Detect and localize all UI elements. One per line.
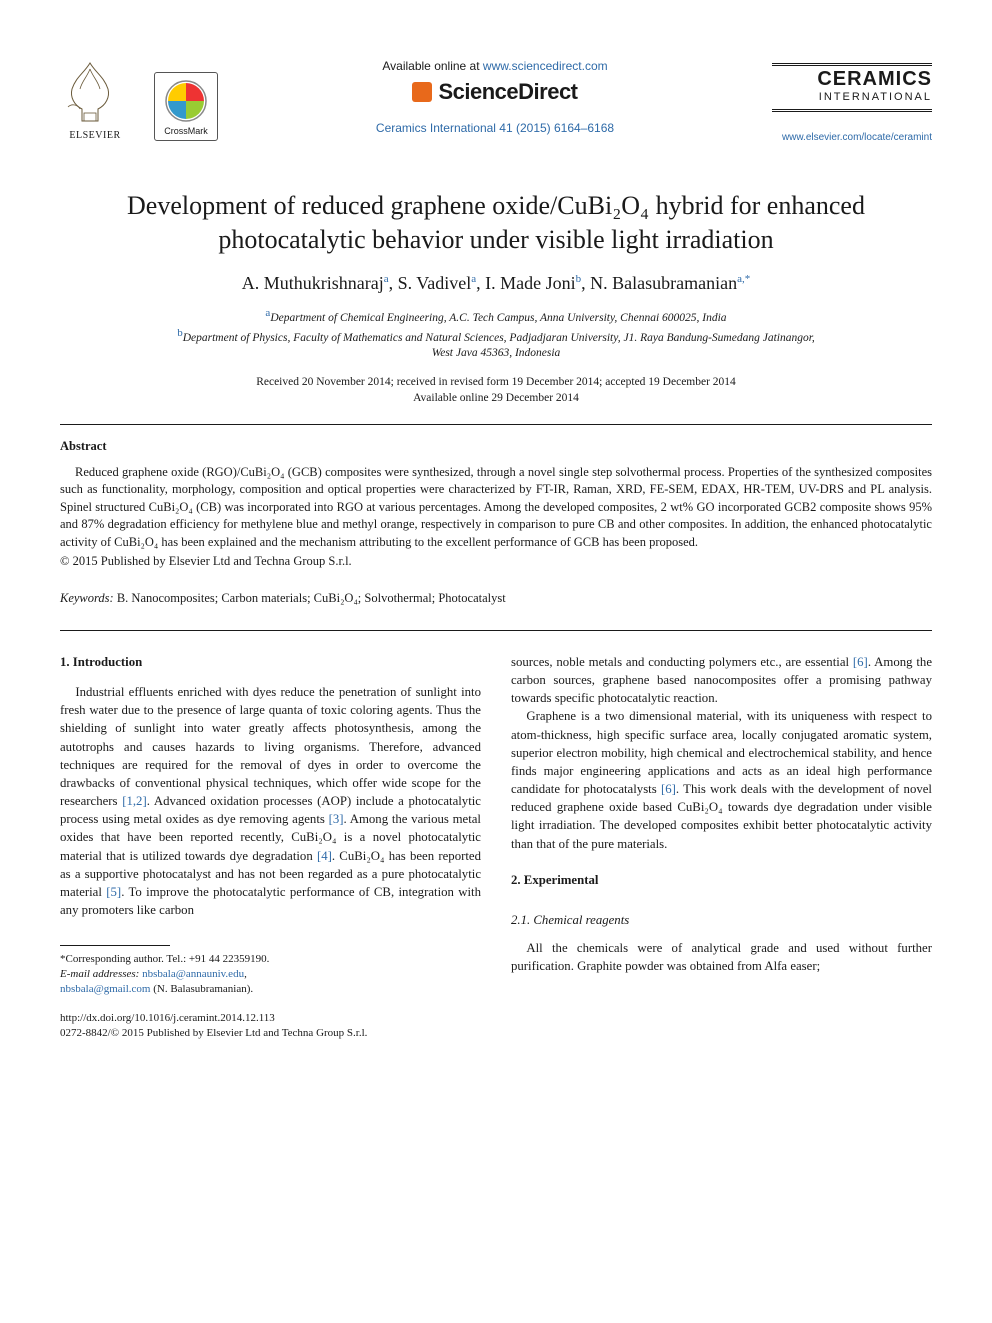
intro-para-1: Industrial effluents enriched with dyes … [60,683,481,919]
authors: A. Muthukrishnaraja, S. Vadivela, I. Mad… [60,273,932,294]
author-2: S. Vadivel [398,273,472,293]
available-online-text: Available online at www.sciencedirect.co… [236,59,754,73]
header-center: Available online at www.sciencedirect.co… [236,55,754,135]
abstract-body: Reduced graphene oxide (RGO)/CuBi₂O₄ (GC… [60,464,932,552]
issn-line: 0272-8842/© 2015 Published by Elsevier L… [60,1026,481,1041]
crossmark-badge[interactable]: CrossMark [154,72,218,141]
affil-a: Department of Chemical Engineering, A.C.… [270,311,726,323]
author-3-affil[interactable]: b [576,273,582,285]
article-dates: Received 20 November 2014; received in r… [60,374,932,406]
journal-url[interactable]: www.elsevier.com/locate/ceramint [772,132,932,143]
email-1[interactable]: nbsbala@annauniv.edu [139,968,244,980]
section-intro-head: 1. Introduction [60,653,481,671]
corresponding-author: *Corresponding author. Tel.: +91 44 2235… [60,952,481,967]
affiliations: aDepartment of Chemical Engineering, A.C… [60,306,932,362]
author-4-corr[interactable]: * [745,273,751,285]
ref-6[interactable]: [6] [853,655,868,669]
sciencedirect-logo: ScienceDirect [236,79,754,105]
ref-5[interactable]: [5] [106,885,121,899]
author-4: N. Balasubramanian [590,273,737,293]
body-columns: 1. Introduction Industrial effluents enr… [60,653,932,1040]
email-after: (N. Balasubramanian). [150,983,253,995]
sd-orange-icon [412,82,432,102]
elsevier-label: ELSEVIER [60,130,130,141]
keywords-label: Keywords: [60,591,114,605]
crossmark-label: CrossMark [155,126,217,136]
footnote-separator [60,945,170,946]
email-2[interactable]: nbsbala@gmail.com [60,983,150,995]
dates-line2: Available online 29 December 2014 [413,392,579,404]
ref-3[interactable]: [3] [329,812,344,826]
header-left: ELSEVIER CrossMark [60,55,218,141]
dates-line1: Received 20 November 2014; received in r… [256,376,736,388]
author-1: A. Muthukrishnaraj [242,273,384,293]
ceramics-title: CERAMICS [772,68,932,91]
rule-below-abstract [60,630,932,631]
doi-block: http://dx.doi.org/10.1016/j.ceramint.201… [60,1011,481,1041]
sciencedirect-text: ScienceDirect [438,79,577,104]
email-line-2: nbsbala@gmail.com (N. Balasubramanian). [60,982,481,997]
author-4-affil[interactable]: a, [737,273,745,285]
author-3: I. Made Joni [485,273,575,293]
ref-4[interactable]: [4] [317,849,332,863]
footnotes: *Corresponding author. Tel.: +91 44 2235… [60,952,481,997]
abstract-copyright: © 2015 Published by Elsevier Ltd and Tec… [60,553,932,571]
intro-para-3: Graphene is a two dimensional material, … [511,707,932,852]
title-line1: Development of reduced graphene oxide/Cu… [127,191,865,220]
affil-b2: West Java 45363, Indonesia [432,347,561,359]
doi-link[interactable]: http://dx.doi.org/10.1016/j.ceramint.201… [60,1011,481,1026]
author-1-affil[interactable]: a [384,273,389,285]
elsevier-tree-icon [60,55,120,130]
intro-p2a: sources, noble metals and conducting pol… [511,655,853,669]
section-experimental-head: 2. Experimental [511,871,932,889]
email-label: E-mail addresses: [60,968,139,980]
email-line: E-mail addresses: nbsbala@annauniv.edu, [60,967,481,982]
abstract-heading: Abstract [60,439,932,454]
keywords: Keywords: B. Nanocomposites; Carbon mate… [60,591,932,606]
intro-para-2: sources, noble metals and conducting pol… [511,653,932,707]
affil-b: Department of Physics, Faculty of Mathem… [183,332,815,344]
section-reagents-head: 2.1. Chemical reagents [511,911,932,929]
abstract-block: Abstract Reduced graphene oxide (RGO)/Cu… [60,425,932,630]
author-2-affil[interactable]: a [471,273,476,285]
title-line2: photocatalytic behavior under visible li… [218,225,773,254]
sciencedirect-url[interactable]: www.sciencedirect.com [483,59,608,73]
intro-p1e: . To improve the photocatalytic performa… [60,885,481,917]
ref-1-2[interactable]: [1,2] [122,794,147,808]
elsevier-logo: ELSEVIER [60,55,130,141]
available-prefix: Available online at [382,59,483,73]
reagents-para-1: All the chemicals were of analytical gra… [511,939,932,975]
ref-6b[interactable]: [6] [661,782,676,796]
ceramics-logo: CERAMICS INTERNATIONAL [772,63,932,112]
crossmark-icon [164,79,208,123]
right-column: sources, noble metals and conducting pol… [511,653,932,1040]
header-row: ELSEVIER CrossMark Available online at w [60,55,932,143]
journal-reference[interactable]: Ceramics International 41 (2015) 6164–61… [236,121,754,135]
intro-p1a: Industrial effluents enriched with dyes … [60,685,481,808]
header-right: CERAMICS INTERNATIONAL www.elsevier.com/… [772,55,932,143]
article-title: Development of reduced graphene oxide/Cu… [60,189,932,257]
ceramics-subtitle: INTERNATIONAL [772,91,932,103]
keywords-text: B. Nanocomposites; Carbon materials; CuB… [114,591,506,605]
left-column: 1. Introduction Industrial effluents enr… [60,653,481,1040]
